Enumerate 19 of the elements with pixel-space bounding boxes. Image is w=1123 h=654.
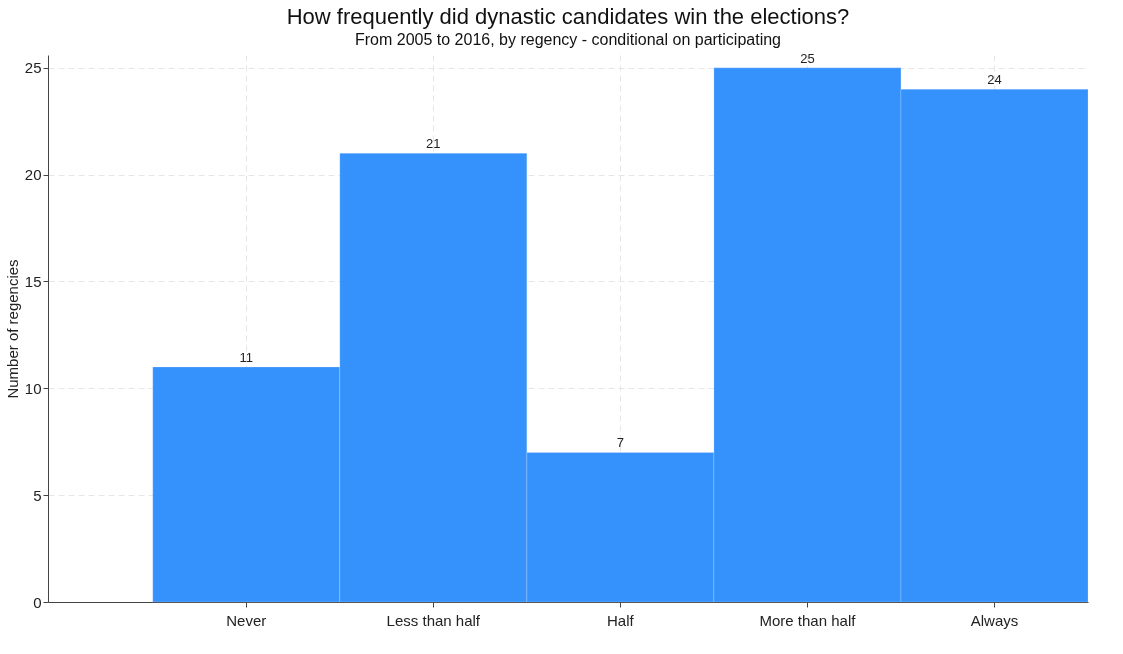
data-label: 11 — [239, 349, 254, 365]
y-tick-label: 5 — [33, 486, 42, 504]
y-tick-label: 20 — [24, 166, 42, 184]
x-tick-label: Always — [970, 611, 1019, 629]
chart-title: How frequently did dynastic candidates win the elections? — [286, 3, 850, 29]
x-tick-label: Less than half — [386, 611, 481, 629]
x-tick-label: Never — [226, 611, 267, 629]
data-label: 24 — [987, 72, 1002, 88]
data-label: 21 — [426, 136, 441, 152]
y-tick-label: 15 — [24, 272, 42, 290]
y-tick-label: 25 — [24, 59, 42, 77]
x-tick-label: Half — [607, 611, 635, 629]
data-label: 7 — [616, 435, 624, 451]
y-axis-title: Number of regencies — [3, 259, 21, 399]
chart-subtitle: From 2005 to 2016, by regency - conditional on participating — [354, 30, 782, 48]
y-tick-label: 10 — [24, 379, 42, 397]
x-tick-label: More than half — [759, 611, 857, 629]
y-tick-label: 0 — [33, 593, 42, 611]
data-label: 25 — [800, 50, 815, 66]
